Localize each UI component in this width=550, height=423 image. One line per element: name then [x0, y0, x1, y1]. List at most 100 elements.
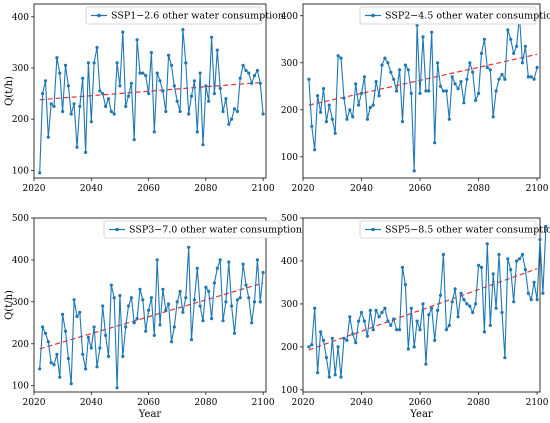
data-point — [474, 302, 478, 306]
x-tick-label: 2040 — [80, 398, 103, 408]
data-point — [506, 257, 510, 261]
data-point — [101, 304, 105, 308]
data-point — [477, 263, 481, 267]
data-point — [371, 328, 375, 332]
data-point — [427, 89, 431, 93]
data-point — [212, 92, 216, 96]
legend: SSP2−4.5 other water consumption — [359, 6, 550, 25]
data-point — [149, 51, 153, 55]
data-point — [424, 362, 428, 366]
legend-box — [103, 220, 281, 239]
data-point — [207, 289, 211, 293]
data-point — [164, 308, 168, 312]
data-point — [465, 77, 469, 81]
data-point — [345, 338, 349, 342]
x-tick-label: 2020 — [23, 184, 46, 194]
series-line — [308, 226, 547, 378]
data-point — [403, 63, 407, 67]
data-point — [427, 313, 431, 317]
data-point — [232, 107, 237, 111]
data-point — [327, 103, 331, 107]
data-point — [389, 323, 393, 327]
data-point — [118, 84, 122, 88]
x-tick-label: 2100 — [252, 398, 275, 408]
legend-marker-swatch — [371, 227, 375, 232]
data-point — [215, 266, 219, 270]
y-tick-label: 500 — [12, 214, 29, 224]
y-axis-label: Q(t/h) — [4, 290, 15, 320]
y-tick-label: 300 — [281, 59, 298, 69]
legend-label: SSP3−7.0 other water consumption — [129, 225, 302, 236]
data-point — [181, 310, 185, 314]
data-point — [147, 308, 151, 312]
data-point — [241, 63, 245, 67]
data-point — [494, 306, 498, 310]
x-tick-label: 2040 — [350, 184, 373, 194]
data-point — [161, 89, 165, 93]
data-point — [447, 117, 451, 121]
data-point — [523, 268, 528, 272]
data-point — [238, 296, 242, 300]
data-point — [526, 291, 530, 295]
data-point — [509, 268, 513, 272]
data-point — [395, 89, 399, 93]
data-point — [121, 354, 125, 358]
data-point — [152, 333, 156, 337]
data-point — [453, 287, 457, 291]
data-point — [261, 112, 265, 116]
data-point — [55, 352, 59, 356]
data-point — [351, 332, 355, 336]
data-point — [210, 317, 214, 321]
y-tick-label: 500 — [281, 214, 298, 224]
data-point — [479, 51, 484, 56]
y-tick-label: 300 — [12, 298, 29, 308]
data-point — [198, 71, 202, 75]
data-point — [512, 300, 516, 304]
data-point — [135, 317, 139, 321]
data-point — [78, 104, 82, 108]
data-point — [392, 77, 396, 81]
data-point — [482, 37, 486, 41]
data-point — [255, 258, 259, 262]
legend-marker-swatch — [371, 13, 375, 18]
data-point — [321, 87, 326, 91]
series-line — [39, 246, 264, 389]
y-tick-label: 200 — [12, 340, 29, 350]
x-tick-label: 2060 — [137, 398, 160, 408]
data-point — [316, 371, 320, 375]
data-point — [187, 245, 191, 249]
data-point — [43, 331, 48, 335]
data-point — [441, 89, 445, 93]
data-point — [515, 44, 519, 48]
data-point — [172, 325, 176, 329]
data-point — [109, 109, 113, 114]
data-point — [261, 270, 265, 275]
data-point — [348, 315, 352, 319]
data-point — [357, 319, 361, 323]
y-axis-label: Q(t/h) — [4, 76, 15, 106]
y-tick-label: 400 — [281, 12, 298, 22]
x-tick-label: 2100 — [526, 398, 549, 408]
data-point — [72, 298, 76, 302]
y-tick-label: 100 — [281, 386, 298, 396]
data-point — [147, 92, 151, 96]
x-tick-label: 2020 — [23, 398, 46, 408]
legend-label: SSP2−4.5 other water consumption — [385, 11, 550, 22]
data-point — [61, 109, 65, 114]
data-point — [310, 124, 314, 128]
data-point — [316, 94, 320, 98]
data-point — [436, 61, 440, 65]
data-point — [380, 310, 384, 315]
data-point — [227, 122, 231, 126]
legend-box — [85, 6, 263, 25]
data-point — [55, 56, 59, 60]
data-point — [75, 145, 79, 149]
data-point — [224, 97, 228, 101]
data-point — [400, 265, 405, 269]
data-point — [485, 242, 489, 246]
data-point — [307, 345, 311, 349]
data-point — [169, 340, 174, 344]
data-point — [141, 298, 145, 302]
data-point — [138, 287, 142, 291]
data-point — [61, 312, 65, 316]
